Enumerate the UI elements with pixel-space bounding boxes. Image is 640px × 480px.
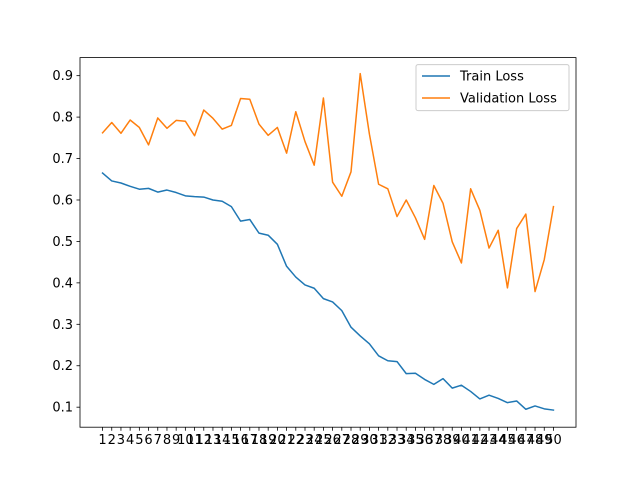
y-tick-label: 0.5 — [52, 235, 73, 250]
x-tick-label: 37 — [426, 433, 443, 448]
x-tick-label: 14 — [214, 433, 231, 448]
x-tick-label: 38 — [435, 433, 452, 448]
x-tick-label: 17 — [242, 433, 259, 448]
plot-background — [80, 57, 576, 428]
x-tick-label: 41 — [462, 433, 479, 448]
x-tick-label: 9 — [172, 433, 180, 448]
x-tick-label: 16 — [232, 433, 249, 448]
x-tick-label: 48 — [527, 433, 544, 448]
x-tick-label: 28 — [343, 433, 360, 448]
x-tick-label: 3 — [117, 433, 125, 448]
x-tick-label: 10 — [177, 433, 194, 448]
y-axis: 0.1 0.2 0.3 0.4 0.5 0.6 0.7 0.8 0.9 — [52, 69, 80, 416]
y-tick-label: 0.6 — [52, 193, 73, 208]
x-tick-label: 25 — [315, 433, 332, 448]
y-tick-label: 0.1 — [52, 401, 73, 416]
x-tick-label: 42 — [472, 433, 489, 448]
series-line-0 — [101, 171, 555, 411]
x-tick-label: 4 — [126, 433, 134, 448]
x-tick-label: 22 — [288, 433, 305, 448]
x-tick-label: 39 — [444, 433, 461, 448]
plot-frame — [79, 57, 577, 428]
x-tick-label: 5 — [135, 433, 143, 448]
x-tick-label: 47 — [518, 433, 535, 448]
x-tick-label: 49 — [536, 433, 553, 448]
x-tick-label: 19 — [260, 433, 277, 448]
x-axis: 1 2 3 4 5 6 7 8 91011121314151617181920212223242… — [98, 427, 562, 448]
x-tick-label: 46 — [508, 433, 525, 448]
x-tick-label: 20 — [269, 433, 286, 448]
legend-label-validation-loss: Validation Loss — [460, 92, 557, 107]
x-tick-label: 34 — [398, 433, 415, 448]
x-tick-label: 45 — [499, 433, 516, 448]
x-tick-label: 15 — [223, 433, 240, 448]
x-tick-label: 23 — [297, 433, 314, 448]
x-tick-label: 44 — [490, 433, 507, 448]
x-tick-label: 43 — [481, 433, 498, 448]
x-tick-label: 32 — [380, 433, 397, 448]
x-tick-label: 11 — [186, 433, 203, 448]
legend: Train Loss Validation Loss — [415, 64, 570, 112]
x-tick-label: 29 — [352, 433, 369, 448]
legend-label-train-loss: Train Loss — [459, 70, 524, 85]
x-tick-label: 7 — [154, 433, 162, 448]
x-tick-label: 24 — [306, 433, 323, 448]
x-tick-label: 36 — [416, 433, 433, 448]
legend-frame — [415, 64, 570, 112]
x-tick-label: 30 — [361, 433, 378, 448]
x-tick-label: 6 — [144, 433, 152, 448]
y-tick-label: 0.7 — [52, 152, 73, 167]
y-tick-label: 0.4 — [52, 276, 73, 291]
y-tick-label: 0.9 — [52, 69, 73, 84]
x-tick-label: 2 — [108, 433, 116, 448]
x-tick-label: 18 — [251, 433, 268, 448]
series-layer — [101, 72, 555, 411]
x-tick-label: 12 — [195, 433, 212, 448]
x-tick-label: 27 — [334, 433, 351, 448]
y-tick-label: 0.8 — [52, 111, 73, 126]
x-tick-label: 40 — [453, 433, 470, 448]
x-tick-label: 35 — [407, 433, 424, 448]
x-tick-label: 21 — [278, 433, 295, 448]
y-tick-label: 0.2 — [52, 359, 73, 374]
x-tick-label: 26 — [324, 433, 341, 448]
x-tick-label: 33 — [389, 433, 406, 448]
x-tick-label: 31 — [370, 433, 387, 448]
x-tick-label: 13 — [205, 433, 222, 448]
x-tick-label: 50 — [545, 433, 562, 448]
x-tick-label: 1 — [98, 433, 106, 448]
series-line-1 — [101, 72, 555, 293]
x-tick-label: 8 — [163, 433, 171, 448]
y-tick-label: 0.3 — [52, 318, 73, 333]
